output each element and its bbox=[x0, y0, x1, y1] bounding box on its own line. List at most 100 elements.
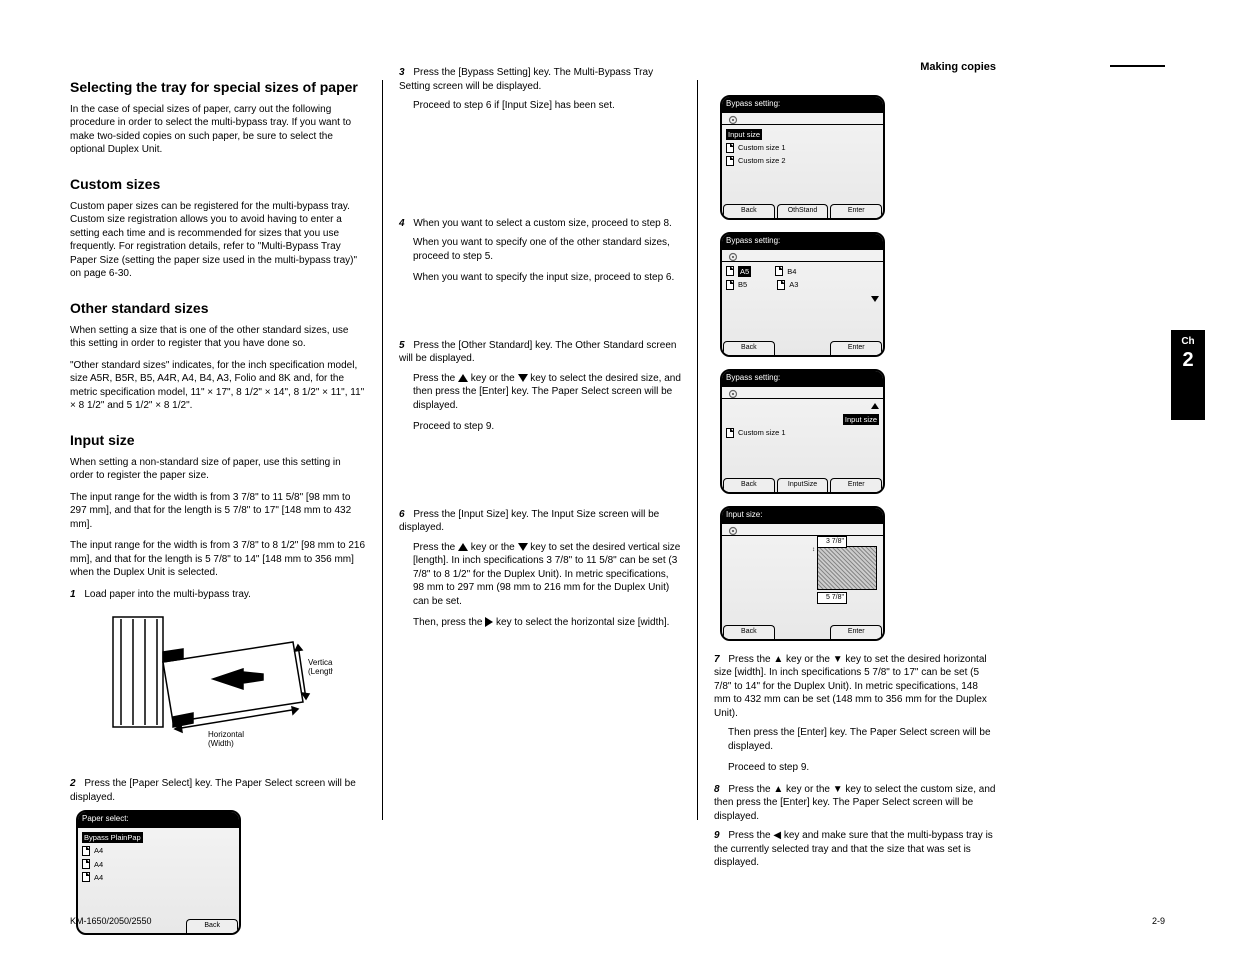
panel-bypass-1: Bypass setting: Input size Custom size 1… bbox=[720, 95, 885, 220]
heading-other: Other standard sizes bbox=[70, 299, 366, 318]
tab-back: Back bbox=[723, 204, 775, 218]
tray-diagram: Vertical (Length) Horizontal (Width) bbox=[103, 607, 333, 767]
para-custom: Custom paper sizes can be registered for… bbox=[70, 200, 366, 281]
gear-icon bbox=[726, 250, 740, 264]
row-c2: Custom size 2 bbox=[738, 155, 786, 166]
step-1-num: 1 bbox=[70, 589, 76, 600]
tab-back: Back bbox=[723, 625, 775, 639]
tab-enter: Enter bbox=[830, 204, 882, 218]
step-2-num: 2 bbox=[70, 778, 76, 789]
column-1: Selecting the tray for special sizes of … bbox=[70, 60, 380, 880]
step-2: 2 Press the [Paper Select] key. The Pape… bbox=[70, 777, 366, 804]
down-arrow-icon bbox=[518, 543, 528, 551]
column-2: 3 Press the [Bypass Setting] key. The Mu… bbox=[385, 60, 695, 880]
row-c1: Custom size 1 bbox=[738, 142, 786, 153]
r1b: B4 bbox=[787, 266, 796, 277]
panel-title: Bypass setting: bbox=[722, 234, 883, 250]
step-7: 7 Press the ▲ key or the ▼ key to set th… bbox=[714, 653, 996, 721]
scroll-down-icon bbox=[871, 296, 879, 302]
para-input: When setting a non-standard size of pape… bbox=[70, 456, 366, 483]
svg-text:(Length): (Length) bbox=[308, 667, 333, 676]
row-inputsize: Input size bbox=[843, 414, 879, 425]
step-4: 4 When you want to select a custom size,… bbox=[399, 217, 681, 231]
panel-title: Paper select: bbox=[78, 812, 239, 828]
step-4b: When you want to specify one of the othe… bbox=[413, 236, 681, 263]
manual-page: Ch 2 Selecting the tray for special size… bbox=[0, 0, 1235, 954]
svg-text:Horizontal: Horizontal bbox=[208, 730, 244, 739]
up-arrow-icon bbox=[458, 374, 468, 382]
step-2-text: Press the [Paper Select] key. The Paper … bbox=[70, 778, 356, 803]
para-other-2: "Other standard sizes" indicates, for th… bbox=[70, 359, 366, 413]
doc-icon bbox=[726, 266, 734, 276]
panel-row-bypass: Bypass PlainPap bbox=[82, 832, 143, 843]
step-7b: Then press the [Enter] key. The Paper Se… bbox=[728, 726, 996, 753]
step-6c: Then, press the key to select the horizo… bbox=[413, 616, 681, 630]
doc-icon bbox=[82, 872, 90, 882]
step-7-num: 7 bbox=[714, 654, 720, 665]
column-divider-2 bbox=[697, 80, 698, 820]
r2b: A3 bbox=[789, 279, 798, 290]
step-6b: Press the key or the key to set the desi… bbox=[413, 541, 681, 609]
up-arrow-icon bbox=[458, 543, 468, 551]
panel-bypass-2: Bypass setting: A5 B4 B5 bbox=[720, 232, 885, 357]
doc-icon bbox=[726, 428, 734, 438]
step-5a: Press the [Other Standard] key. The Othe… bbox=[399, 340, 676, 365]
gear-icon bbox=[726, 387, 740, 401]
svg-text:Vertical: Vertical bbox=[308, 658, 333, 667]
gear-icon bbox=[726, 113, 740, 127]
step-4-num: 4 bbox=[399, 218, 405, 229]
chapter-number: 2 bbox=[1171, 349, 1205, 372]
para-other-1: When setting a size that is one of the o… bbox=[70, 324, 366, 351]
panel-row-2: A4 bbox=[94, 859, 103, 870]
step-5b: Press the key or the key to select the d… bbox=[413, 372, 681, 413]
vert-value: 3 7/8" bbox=[817, 536, 847, 548]
chapter-tab: Ch 2 bbox=[1171, 330, 1205, 420]
step-5-num: 5 bbox=[399, 340, 405, 351]
step-6a: Press the [Input Size] key. The Input Si… bbox=[399, 509, 659, 534]
step-3a: Press the [Bypass Setting] key. The Mult… bbox=[399, 67, 653, 92]
svg-text:(Width): (Width) bbox=[208, 739, 234, 748]
footer-product: KM-1650/2050/2550 bbox=[70, 916, 152, 926]
column-3: Making copies Bypass setting: Input size… bbox=[700, 60, 1010, 880]
step-8: 8 Press the ▲ key or the ▼ key to select… bbox=[714, 783, 996, 824]
step-6-num: 6 bbox=[399, 509, 405, 520]
step-4a: When you want to select a custom size, p… bbox=[413, 218, 671, 229]
r1a: A5 bbox=[738, 266, 751, 277]
step-4c: When you want to specify the input size,… bbox=[413, 271, 681, 285]
step-3-num: 3 bbox=[399, 67, 405, 78]
heading-custom: Custom sizes bbox=[70, 175, 366, 194]
tab-enter: Enter bbox=[830, 625, 882, 639]
heading-input: Input size bbox=[70, 431, 366, 450]
step-7c: Proceed to step 9. bbox=[728, 761, 996, 775]
scroll-up-icon bbox=[871, 403, 879, 409]
step-9-text: Press the ◀ key and make sure that the m… bbox=[714, 830, 993, 868]
tab-input: InputSize bbox=[777, 478, 829, 492]
doc-icon bbox=[775, 266, 783, 276]
panel-title: Bypass setting: bbox=[722, 97, 883, 113]
tab-enter: Enter bbox=[830, 478, 882, 492]
step-1-text: Load paper into the multi-bypass tray. bbox=[84, 589, 251, 600]
r2a: B5 bbox=[738, 279, 747, 290]
doc-icon bbox=[726, 156, 734, 166]
heading-special: Selecting the tray for special sizes of … bbox=[70, 78, 366, 97]
horiz-value: 5 7/8" bbox=[817, 592, 847, 604]
panel-row-3: A4 bbox=[94, 872, 103, 883]
doc-icon bbox=[82, 846, 90, 856]
para-range-in: The input range for the width is from 3 … bbox=[70, 491, 366, 532]
step-5: 5 Press the [Other Standard] key. The Ot… bbox=[399, 339, 681, 366]
doc-icon bbox=[726, 143, 734, 153]
step-7a: Press the ▲ key or the ▼ key to set the … bbox=[714, 654, 987, 719]
panel-title: Input size: bbox=[722, 508, 883, 524]
step-1: 1 Load paper into the multi-bypass tray. bbox=[70, 588, 366, 602]
step-9: 9 Press the ◀ key and make sure that the… bbox=[714, 829, 996, 870]
columns: Selecting the tray for special sizes of … bbox=[70, 60, 1165, 880]
row-inputsize: Input size bbox=[726, 129, 762, 140]
step-3b: Proceed to step 6 if [Input Size] has be… bbox=[413, 99, 681, 113]
step-9-num: 9 bbox=[714, 830, 720, 841]
panel-title: Bypass setting: bbox=[722, 371, 883, 387]
step-5c: Proceed to step 9. bbox=[413, 420, 681, 434]
tab-back: Back bbox=[723, 478, 775, 492]
panel-row-1: A4 bbox=[94, 845, 103, 856]
tab-back: Back bbox=[723, 341, 775, 355]
tab-enter: Enter bbox=[830, 341, 882, 355]
